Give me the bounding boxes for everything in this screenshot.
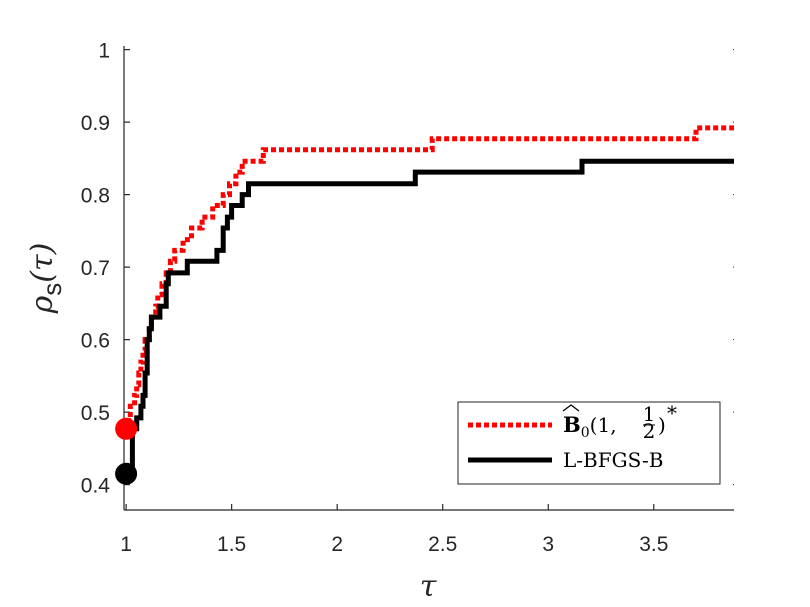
y-tick-label: 0.8 — [81, 185, 110, 208]
y-axis-label: ρs(τ) — [25, 243, 67, 315]
x-tick-label: 3.5 — [639, 533, 668, 556]
legend-sup: * — [667, 401, 677, 425]
legend-label-series-1: B0(1, — [563, 412, 617, 441]
y-tick-labels: 0.4 0.5 0.6 0.7 0.8 0.9 1 — [81, 40, 111, 498]
series-start-marker-1 — [115, 417, 138, 440]
series-line-2 — [126, 158, 734, 477]
series-start-marker-2 — [115, 462, 138, 485]
y-axis-label-suffix: (τ) — [25, 243, 60, 283]
legend-box — [457, 401, 721, 485]
x-tick-label: 3 — [542, 533, 554, 556]
y-tick-label: 0.4 — [81, 475, 111, 498]
legend-frac-den: 2 — [643, 419, 656, 443]
legend-close: ) — [658, 413, 666, 437]
x-tick-label: 2 — [331, 533, 343, 556]
legend-sub-0: 0 — [581, 425, 590, 441]
y-tick-label: 0.9 — [81, 112, 110, 135]
legend-frac-num: 1 — [643, 402, 656, 426]
series-layer — [125, 125, 734, 477]
y-tick-label: 0.6 — [81, 330, 110, 353]
tick-marks — [124, 49, 734, 510]
y-tick-label: 0.7 — [81, 257, 110, 280]
x-tick-label: 2.5 — [428, 533, 457, 556]
marker-layer — [115, 417, 138, 485]
legend-hat — [562, 404, 580, 412]
legend-args: (1, — [590, 413, 617, 437]
y-axis-label-sub: s — [37, 283, 67, 296]
y-tick-label: 0.5 — [81, 402, 110, 425]
y-tick-label: 1 — [98, 40, 110, 63]
series-line-1 — [125, 125, 734, 432]
x-tick-label: 1 — [120, 533, 132, 556]
x-tick-labels: 1 1.5 2 2.5 3 3.5 — [120, 533, 668, 556]
legend: B0(1, 1 2 ) * L-BFGS-B — [457, 401, 721, 485]
x-axis-label: τ — [420, 569, 437, 604]
legend-label-series-2: L-BFGS-B — [563, 448, 663, 472]
y-axis-label-rho: ρ — [25, 295, 60, 314]
legend-main-b: B — [563, 412, 581, 437]
x-tick-label: 1.5 — [217, 533, 246, 556]
